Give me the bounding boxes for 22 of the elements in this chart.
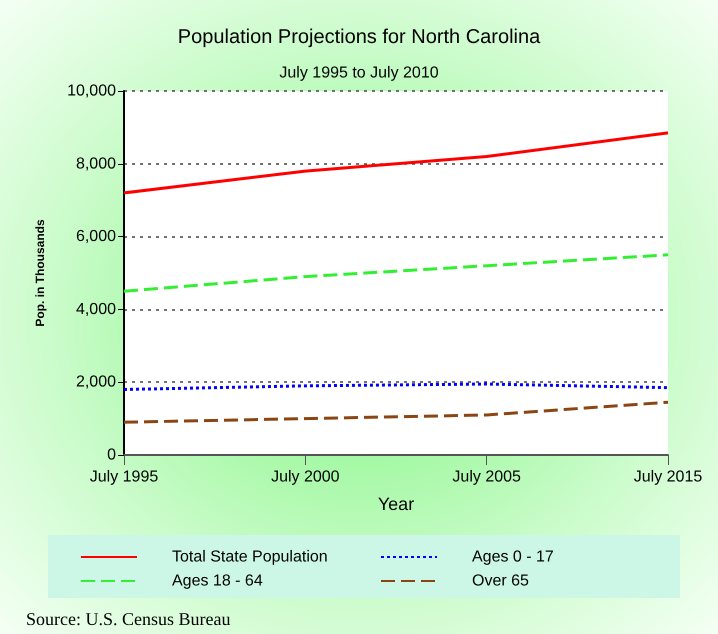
legend-label: Over 65	[472, 572, 530, 590]
line-series	[122, 131, 670, 194]
y-tick-label: 4,000	[76, 300, 116, 318]
y-tick-label: 6,000	[76, 228, 116, 246]
y-tick-label: 10,000	[67, 82, 116, 100]
y-axis-title: Pop. in Thousands	[33, 219, 47, 327]
x-axis-title: Year	[378, 494, 414, 514]
legend-label: Ages 18 - 64	[172, 572, 263, 590]
y-tick-label: 0	[107, 446, 116, 464]
line-series	[122, 400, 670, 424]
source-note: Source: U.S. Census Bureau	[26, 609, 230, 630]
chart-title: Population Projections for North Carolina	[178, 26, 542, 48]
legend-label: Total State Population	[172, 548, 328, 566]
legend-label: Ages 0 - 17	[472, 548, 554, 566]
x-tick-label: July 2015	[634, 468, 702, 486]
x-tick-label: July 2005	[452, 468, 522, 486]
y-tick-label: 2,000	[76, 374, 116, 391]
line-series	[122, 253, 670, 293]
y-tick-label: 8,000	[76, 155, 116, 172]
x-tick-label: July 1995	[90, 468, 158, 486]
x-tick-label: July 2000	[271, 468, 340, 486]
chart-subtitle: July 1995 to July 2010	[279, 64, 439, 82]
